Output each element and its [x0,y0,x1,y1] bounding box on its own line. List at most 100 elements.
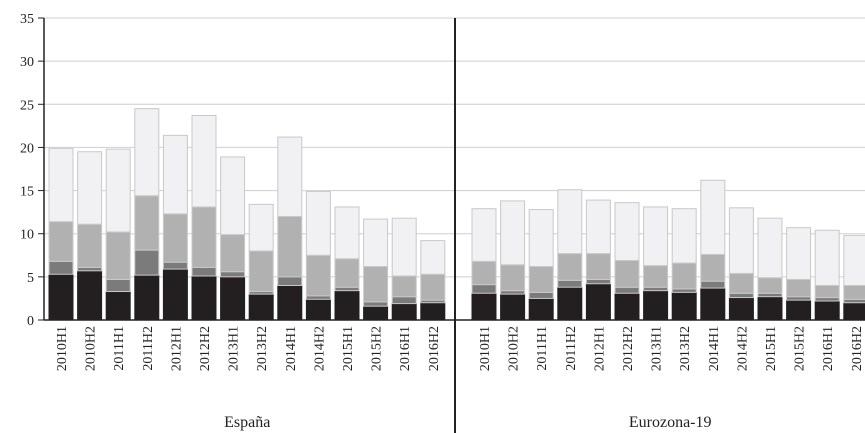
bar-segment [220,276,246,321]
bar-segment [305,190,331,256]
bar-segment [77,223,103,268]
bar-segment [528,291,554,299]
bar-segment [585,199,611,255]
x-tick-label: 2012H1 [592,326,607,371]
bar-segment [843,234,865,286]
x-tick-label: 2016H1 [821,326,836,371]
bars [48,108,865,321]
bar-segment [671,288,697,293]
bar-segment [334,206,360,260]
bar-segment [500,200,526,266]
y-tick-label: 20 [20,141,34,156]
bar-segment [48,221,74,262]
x-tick-label: 2010H2 [507,326,522,371]
bar-segment [700,253,726,282]
x-tick-label: 2011H1 [535,326,550,371]
bar-segment [843,302,865,321]
bar-segment [363,301,389,307]
panel-label: España [224,414,270,431]
bar-segment [614,259,640,288]
bar-segment [843,298,865,304]
bar-segment [585,253,611,280]
bar-segment [48,273,74,321]
x-tick-label: 2010H2 [84,326,99,371]
y-tick-label: 10 [20,228,34,243]
x-tick-label: 2011H2 [141,326,156,371]
x-tick-label: 2011H2 [564,326,579,371]
bar-segment [500,293,526,321]
bar-segment [277,276,303,286]
bar-segment [305,298,331,321]
bar-segment [363,266,389,303]
bar-segment [757,217,783,279]
y-tick-label: 30 [20,55,34,70]
bar-segment [786,299,812,321]
y-tick-label: 5 [27,271,34,286]
x-tick-label: 2010H1 [55,326,70,371]
bar-segment [77,270,103,321]
bar-segment [220,234,246,273]
bar-segment [557,286,583,321]
bar-segment [305,295,331,300]
bar-segment [557,279,583,288]
bar-segment [420,240,446,275]
bar-segment [191,115,217,208]
bar-segment [728,207,754,274]
bar-segment [305,254,331,297]
bar-segment [105,148,131,233]
panel-label: Eurozona-19 [629,414,712,431]
bar-segment [191,275,217,321]
bar-segment [757,296,783,321]
bar-segment [363,218,389,268]
y-tick-label: 15 [20,185,34,200]
bar-segment [134,249,160,276]
bar-segment [814,300,840,321]
x-tick-label: 2012H2 [621,326,636,371]
bar-segment [757,292,783,298]
bar-segment [700,280,726,289]
bar-segment [420,273,446,301]
bar-segment [728,297,754,321]
bar-segment [614,292,640,321]
bar-segment [220,271,246,278]
x-tick-label: 2014H1 [707,326,722,371]
bar-segment [162,268,188,321]
x-tick-label: 2013H1 [227,326,242,371]
bar-segment [277,136,303,217]
bar-segment [700,179,726,255]
bar-segment [643,290,669,321]
bar-segment [162,134,188,215]
bar-segment [471,284,497,294]
bar-segment [191,206,217,268]
bar-segment [134,195,160,251]
x-tick-label: 2013H2 [678,326,693,371]
bar-segment [814,229,840,286]
bar-segment [643,286,669,292]
x-tick-label: 2014H2 [735,326,750,371]
bar-segment [77,266,103,272]
bar-segment [334,258,360,288]
labels: 0 5 10 15 20 25 30 35 2010H1 2010H2 2011H1 2011H2 20… [20,12,865,431]
x-tick-label: 2014H1 [284,326,299,371]
x-tick-label: 2016H1 [398,326,413,371]
bar-segment [162,213,188,263]
bar-segment [105,278,131,293]
bar-segment [220,156,246,236]
bar-segment [248,203,274,252]
bar-segment [48,147,74,223]
bar-segment [585,283,611,321]
bar-segment [671,291,697,321]
bar-segment [391,296,417,305]
bar-segment [363,305,389,321]
y-tick-label: 25 [20,98,34,113]
bar-segment [391,275,417,298]
x-tick-label: 2015H1 [764,326,779,371]
bar-segment [814,284,840,299]
bar-segment [500,290,526,295]
bar-segment [614,286,640,294]
bar-segment [500,264,526,292]
bar-segment [528,209,554,268]
bar-segment [471,208,497,262]
x-tick-label: 2016H2 [850,326,865,371]
